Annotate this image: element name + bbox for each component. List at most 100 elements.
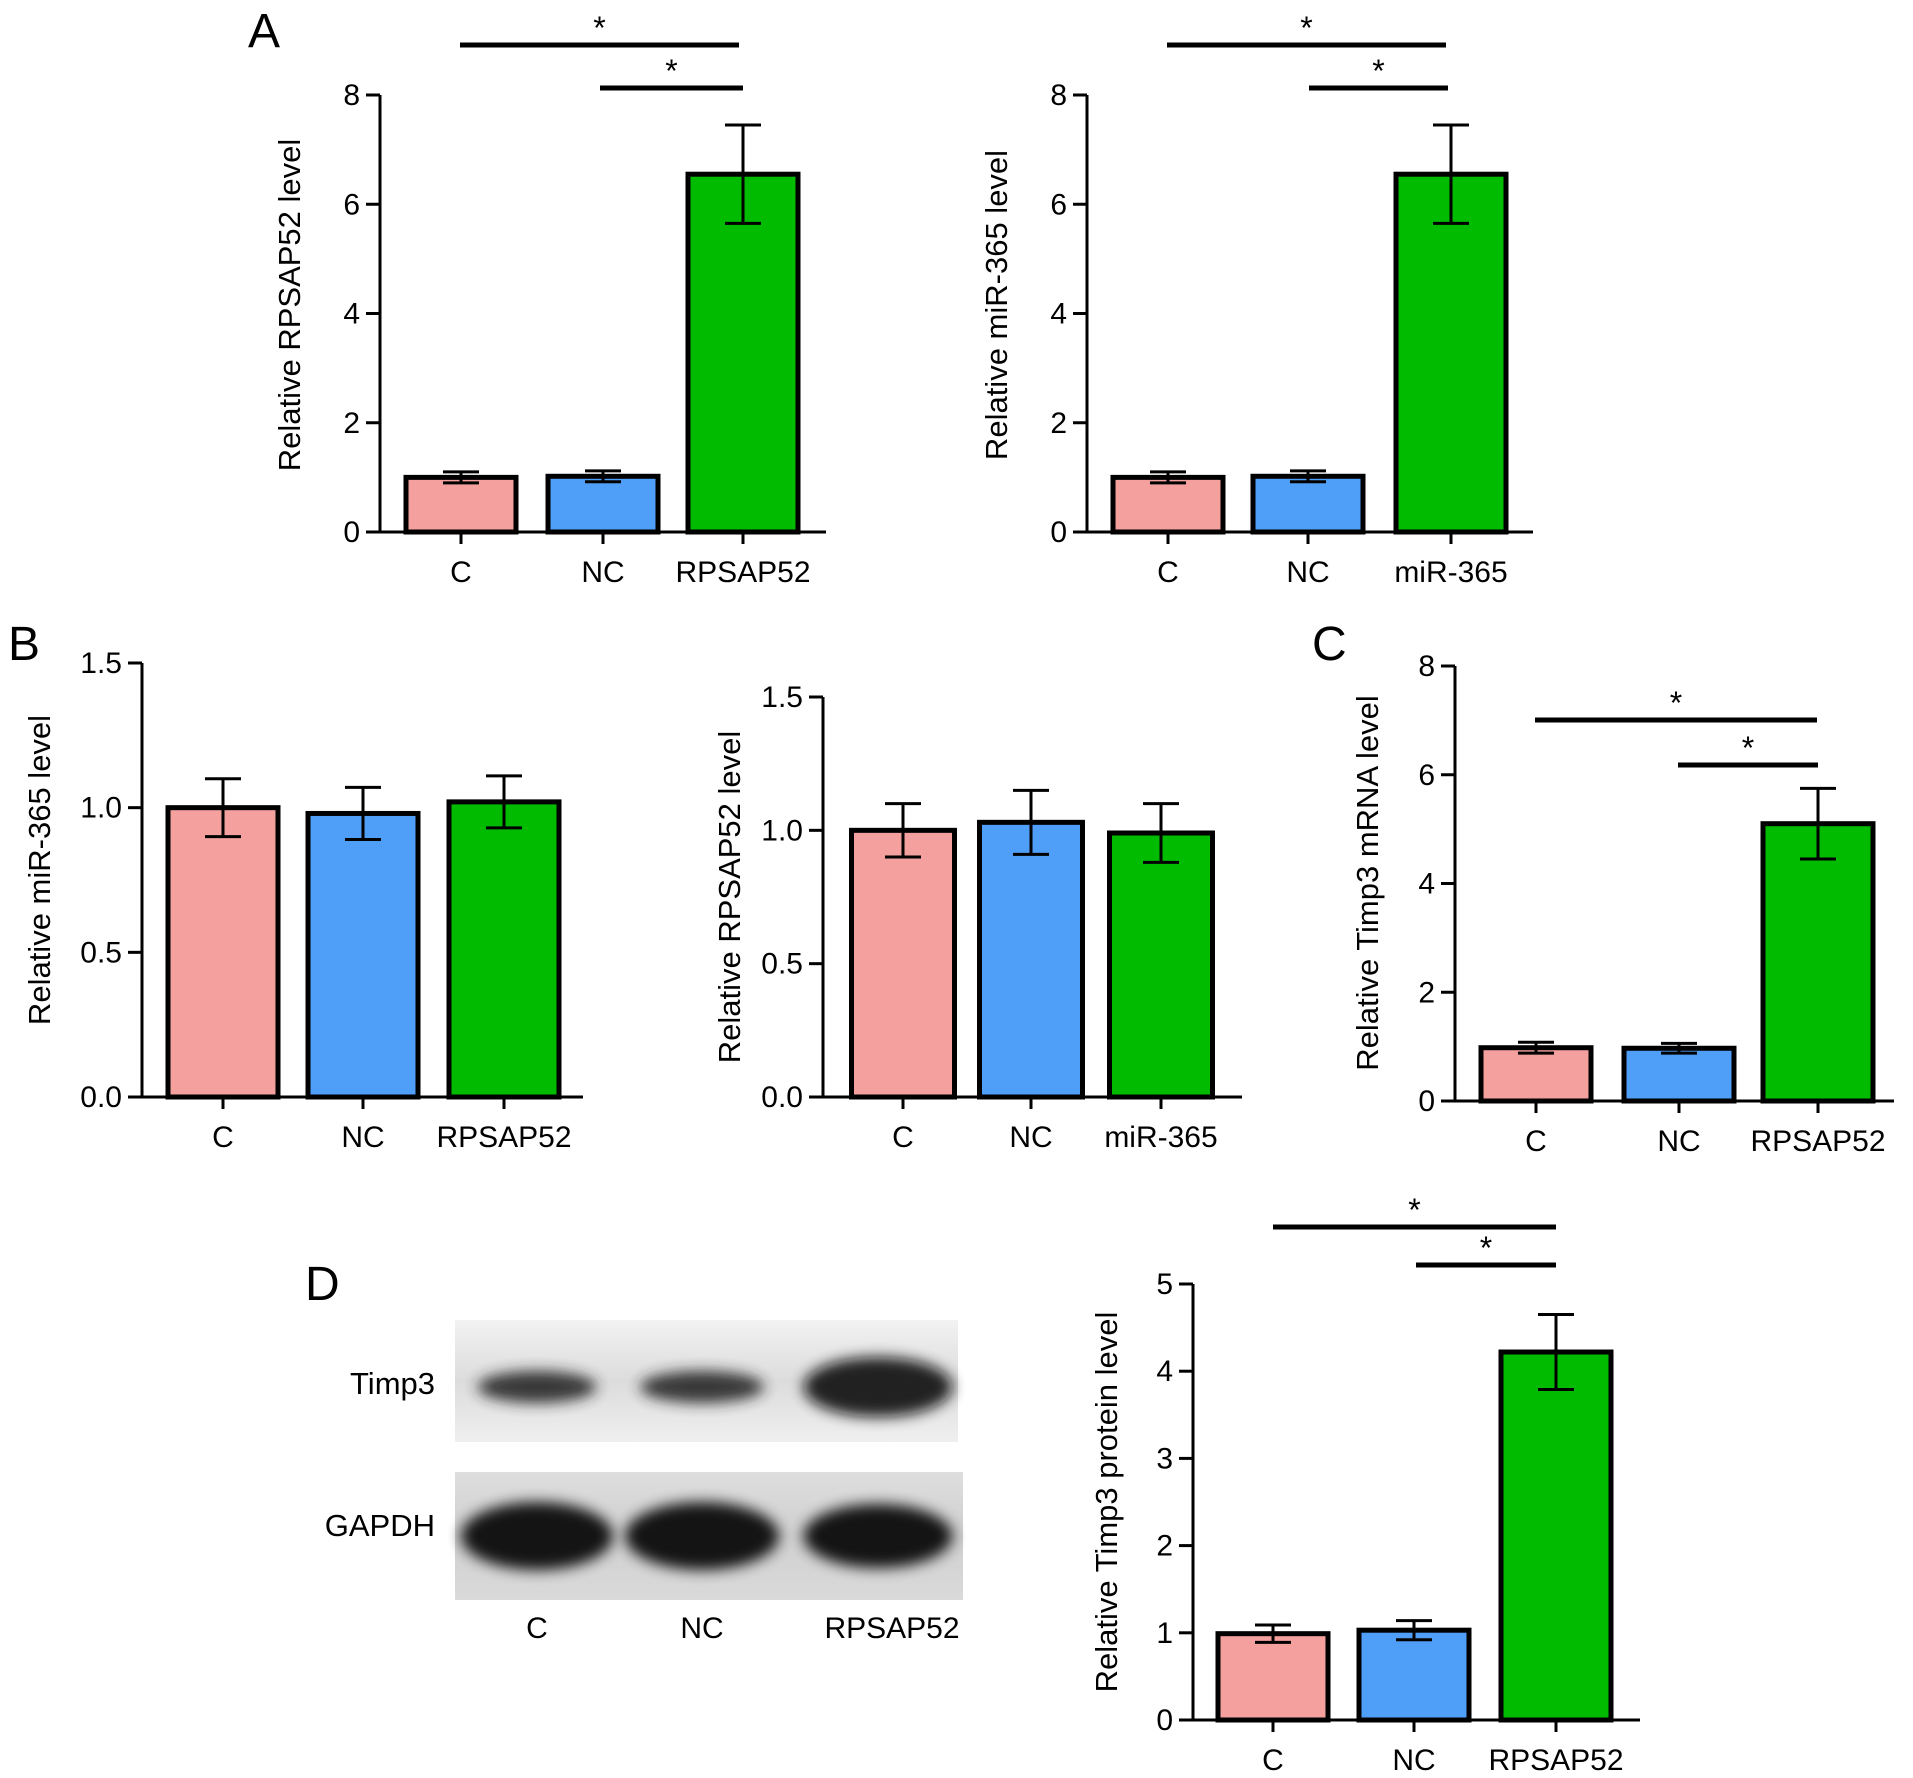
x-tick-label: miR-365 — [1104, 1121, 1217, 1154]
significance-star: * — [1372, 53, 1384, 89]
y-tick-label: 1.0 — [80, 792, 122, 825]
y-tick-label: 4 — [1156, 1355, 1173, 1388]
x-tick-label: RPSAP52 — [1750, 1125, 1885, 1158]
x-tick-label: NC — [581, 556, 624, 589]
x-tick-label: NC — [341, 1121, 384, 1154]
x-tick-label: C — [450, 556, 472, 589]
x-tick-label: RPSAP52 — [675, 556, 810, 589]
x-tick-label: miR-365 — [1394, 556, 1507, 589]
bar-nc — [1621, 1045, 1737, 1104]
chart-d-timp3-protein: 0 1 2 3 4 5 Relative Timp3 protein level C NC RPS… — [1089, 1192, 1640, 1777]
blot-band-timp3-nc — [640, 1371, 764, 1403]
blot-band-gapdh-nc — [625, 1502, 779, 1570]
significance-star: * — [1300, 10, 1312, 46]
blot-lane-label-nc: NC — [680, 1612, 723, 1645]
y-tick-label: 0.0 — [761, 1081, 803, 1114]
blot-row-label-timp3: Timp3 — [350, 1366, 435, 1401]
bar-c — [1478, 1045, 1594, 1104]
y-axis-label: Relative miR-365 level — [22, 715, 57, 1025]
y-tick-label: 1.5 — [80, 647, 122, 680]
y-tick-label: 2 — [343, 407, 360, 440]
blot-lane-label-rpsap52: RPSAP52 — [824, 1612, 959, 1645]
bar-c — [403, 474, 519, 535]
y-tick-label: 0.5 — [761, 948, 803, 981]
y-tick-label: 6 — [343, 188, 360, 221]
y-tick-label: 0 — [343, 516, 360, 549]
bar-nc — [305, 810, 421, 1100]
significance-star: * — [593, 10, 605, 46]
y-tick-label: 0 — [1156, 1704, 1173, 1737]
x-tick-label: C — [892, 1121, 914, 1154]
y-axis-label: Relative RPSAP52 level — [272, 139, 307, 472]
blot-lane-label-c: C — [526, 1612, 548, 1645]
y-tick-label: 1 — [1156, 1617, 1173, 1650]
x-tick-label: RPSAP52 — [1488, 1744, 1623, 1777]
bar-rpsap52 — [1760, 821, 1876, 1104]
y-axis-label: Relative Timp3 mRNA level — [1350, 695, 1385, 1071]
western-blot: Timp3 GAPDH C NC RPSAP52 — [325, 1320, 963, 1645]
y-tick-label: 2 — [1050, 407, 1067, 440]
blot-band-gapdh-rpsap52 — [803, 1504, 953, 1568]
blot-row-label-gapdh: GAPDH — [325, 1508, 435, 1543]
y-tick-label: 4 — [343, 298, 360, 331]
bar-nc — [1356, 1627, 1472, 1723]
y-tick-label: 0 — [1418, 1085, 1435, 1118]
x-tick-label: NC — [1392, 1744, 1435, 1777]
bar-c — [849, 827, 957, 1100]
y-axis-label: Relative RPSAP52 level — [712, 731, 747, 1064]
bar-mir-365 — [1107, 830, 1215, 1100]
bar-c — [1215, 1631, 1331, 1723]
bar-mir-365 — [1393, 171, 1509, 535]
y-tick-label: 4 — [1050, 298, 1067, 331]
y-tick-label: 8 — [343, 79, 360, 112]
y-axis-label: Relative Timp3 protein level — [1089, 1312, 1124, 1693]
x-tick-label: C — [1157, 556, 1179, 589]
y-tick-label: 4 — [1418, 868, 1435, 901]
bar-nc — [1250, 473, 1366, 535]
significance-star: * — [1480, 1230, 1492, 1266]
y-tick-label: 6 — [1418, 759, 1435, 792]
bar-nc — [545, 473, 661, 535]
y-tick-label: 1.5 — [761, 681, 803, 714]
x-tick-label: NC — [1009, 1121, 1052, 1154]
bar-nc — [977, 819, 1085, 1100]
panel-letter-a: A — [248, 5, 280, 58]
chart-a-rpsap52: 0 2 4 6 8 Relative RPSAP52 level C NC RPSAP52 * * — [272, 10, 826, 589]
y-tick-label: 0.5 — [80, 936, 122, 969]
significance-star: * — [665, 53, 677, 89]
bar-rpsap52 — [685, 171, 801, 535]
bar-c — [1110, 474, 1226, 535]
y-tick-label: 0.0 — [80, 1081, 122, 1114]
chart-b-mir365: 0.0 0.5 1.0 1.5 Relative miR-365 level C NC RPS… — [22, 647, 583, 1154]
significance-star: * — [1408, 1192, 1420, 1228]
blot-band-gapdh-c — [461, 1502, 613, 1570]
y-tick-label: 6 — [1050, 188, 1067, 221]
y-tick-label: 1.0 — [761, 814, 803, 847]
x-tick-label: C — [1525, 1125, 1547, 1158]
y-tick-label: 5 — [1156, 1268, 1173, 1301]
y-tick-label: 2 — [1418, 976, 1435, 1009]
y-tick-label: 3 — [1156, 1442, 1173, 1475]
chart-a-mir365: 0 2 4 6 8 Relative miR-365 level C NC miR-365 * * — [979, 10, 1533, 589]
bar-rpsap52 — [446, 799, 562, 1100]
y-tick-label: 0 — [1050, 516, 1067, 549]
chart-b-rpsap52: 0.0 0.5 1.0 1.5 Relative RPSAP52 level C NC miR… — [712, 681, 1242, 1154]
y-tick-label: 8 — [1418, 650, 1435, 683]
y-tick-label: 8 — [1050, 79, 1067, 112]
significance-star: * — [1670, 685, 1682, 721]
chart-c-timp3-mrna: 0 2 4 6 8 Relative Timp3 mRNA level C NC RPSAP52… — [1350, 650, 1894, 1158]
panel-letter-d: D — [305, 1258, 340, 1311]
blot-band-timp3-c — [477, 1371, 597, 1403]
blot-band-timp3-rpsap52 — [803, 1357, 953, 1417]
bar-c — [165, 805, 281, 1100]
y-axis-label: Relative miR-365 level — [979, 150, 1014, 460]
significance-star: * — [1742, 730, 1754, 766]
panel-letter-c: C — [1312, 618, 1347, 671]
panel-letter-b: B — [8, 618, 40, 671]
x-tick-label: NC — [1286, 556, 1329, 589]
x-tick-label: NC — [1657, 1125, 1700, 1158]
x-tick-label: RPSAP52 — [436, 1121, 571, 1154]
x-tick-label: C — [212, 1121, 234, 1154]
bar-rpsap52 — [1498, 1349, 1614, 1723]
